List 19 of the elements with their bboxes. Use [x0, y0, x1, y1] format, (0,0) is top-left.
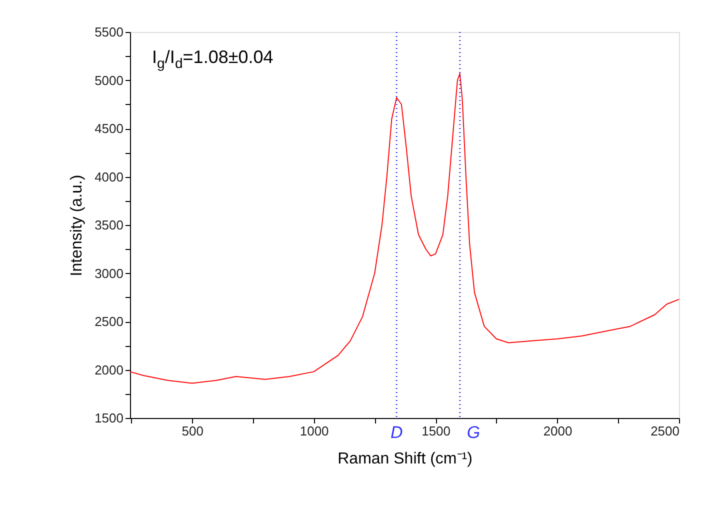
y-tick-label: 2500: [94, 314, 124, 329]
line-series: [130, 72, 680, 384]
y-tick-label: 5500: [94, 24, 124, 40]
x-tick-label: 1000: [300, 424, 329, 438]
x-tick-label: 1500: [422, 424, 450, 438]
ref-line-label: D: [390, 423, 403, 442]
ref-line-label: G: [466, 423, 480, 442]
x-axis-title: Raman Shift (cm⁻¹): [338, 450, 472, 468]
y-axis-title: Intensity (a.u.): [68, 174, 86, 276]
y-tick-label: 3000: [94, 266, 124, 281]
x-tick-label: 2500: [650, 424, 680, 438]
y-tick-label: 3500: [94, 218, 124, 232]
y-tick-label: 2000: [94, 362, 124, 378]
y-tick-label: 4500: [94, 121, 124, 136]
y-tick-label: 5000: [94, 72, 124, 88]
y-tick-label: 1500: [94, 410, 124, 426]
x-tick-label: 2000: [543, 424, 572, 438]
x-tick-label: 500: [182, 424, 204, 438]
y-tick-label: 4000: [94, 169, 124, 184]
